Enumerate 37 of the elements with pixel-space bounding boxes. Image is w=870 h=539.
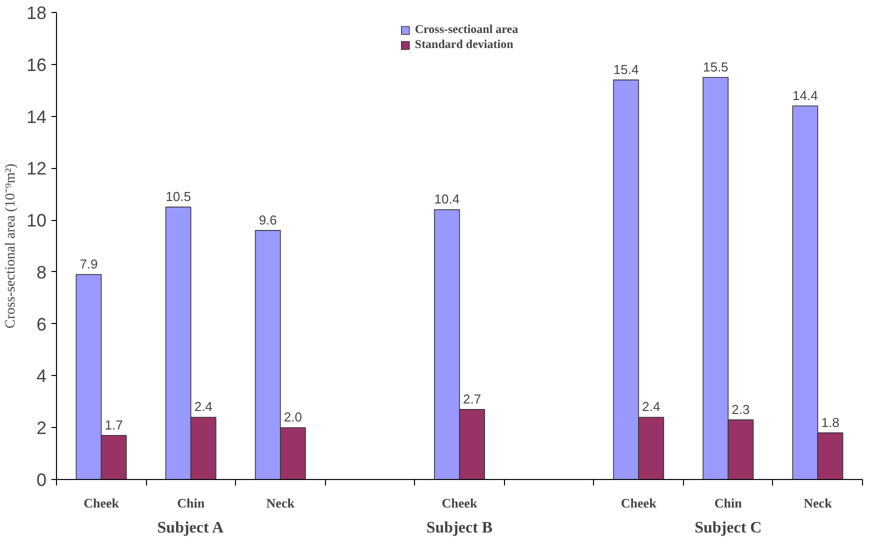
- text: 2.0: [284, 410, 302, 425]
- x-tick-label: Cheek: [620, 496, 658, 510]
- text: 2.3: [732, 402, 750, 417]
- y-tick-label: 16: [26, 54, 47, 75]
- y-tick-label: 8: [36, 262, 47, 282]
- text: 10.5: [166, 189, 191, 204]
- x-tick-label: Chin: [177, 496, 206, 510]
- text: 15.5: [702, 59, 728, 74]
- text: 1.8: [821, 414, 840, 430]
- text: Subject B: [426, 520, 493, 536]
- text: Subject A: [157, 520, 224, 536]
- x-tick-label: Chin: [714, 496, 743, 510]
- x-tick-label: Cheek: [442, 496, 478, 510]
- y-tick-label: 18: [26, 3, 47, 23]
- text: 2.4: [642, 399, 660, 414]
- text: 14.4: [792, 88, 818, 103]
- text: 2.4: [194, 399, 212, 414]
- y-tick-label: 4: [36, 366, 47, 386]
- x-tick-label: Neck: [804, 496, 833, 510]
- y-tick-label: 12: [26, 158, 47, 179]
- text: 7.9: [80, 256, 98, 272]
- y-tick-label: 6: [36, 314, 47, 334]
- y-tick-label: 2: [36, 418, 47, 438]
- legend-label: Cross-sectioanl area: [414, 22, 518, 37]
- x-tick-label: Neck: [266, 496, 296, 510]
- text: Subject C: [694, 520, 762, 536]
- text: 9.6: [258, 212, 277, 228]
- y-axis-title: Cross-sectional area (10⁻⁹m²): [3, 163, 18, 328]
- y-tick-label: 0: [36, 470, 47, 490]
- x-tick-label: Cheek: [84, 496, 120, 510]
- text: 10.4: [434, 192, 460, 207]
- y-tick-label: 10: [26, 210, 47, 231]
- legend-label: Standard deviation: [414, 37, 514, 52]
- text: 1.7: [104, 417, 123, 432]
- y-tick-label: 14: [26, 106, 47, 127]
- text: 15.4: [613, 62, 639, 77]
- text: 2.7: [463, 391, 482, 406]
